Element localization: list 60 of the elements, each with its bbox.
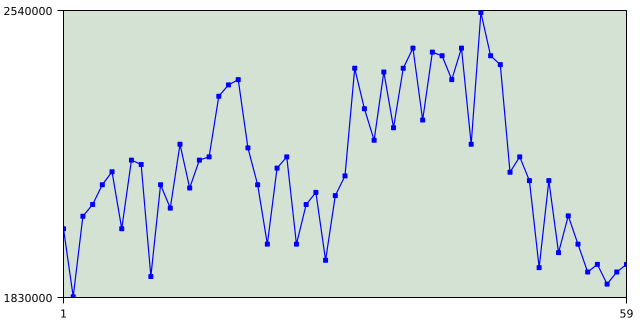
- point: [196, 158, 202, 163]
- y-tick-label: 2540000: [4, 5, 53, 18]
- point: [546, 178, 552, 184]
- point: [245, 145, 250, 150]
- point: [255, 182, 260, 188]
- point: [138, 162, 144, 168]
- point: [498, 62, 503, 68]
- point: [458, 46, 464, 51]
- point: [566, 213, 571, 218]
- point: [284, 154, 290, 160]
- point: [313, 190, 318, 195]
- point: [342, 173, 348, 178]
- point: [148, 274, 154, 279]
- point: [604, 282, 610, 287]
- point: [110, 169, 115, 174]
- point: [420, 118, 426, 123]
- point: [536, 265, 542, 270]
- point: [575, 242, 580, 247]
- point: [410, 46, 416, 51]
- point: [304, 202, 309, 208]
- point: [236, 77, 241, 82]
- point: [517, 154, 522, 160]
- point: [206, 154, 212, 160]
- point: [362, 106, 367, 112]
- point: [468, 142, 474, 147]
- x-tick-label: 59: [620, 308, 634, 320]
- point: [274, 166, 280, 171]
- point: [100, 182, 105, 188]
- x-tick-label: 1: [60, 308, 67, 320]
- point: [226, 82, 232, 88]
- point: [372, 138, 377, 143]
- point: [449, 77, 454, 82]
- point: [614, 270, 620, 275]
- point: [216, 94, 222, 99]
- point: [440, 53, 445, 58]
- point: [400, 66, 406, 71]
- point: [556, 250, 562, 256]
- point: [352, 66, 358, 71]
- point: [332, 193, 338, 198]
- point: [508, 170, 513, 175]
- point: [488, 53, 494, 58]
- point: [391, 125, 396, 130]
- point: [594, 262, 600, 267]
- point: [158, 182, 164, 188]
- point: [264, 242, 270, 247]
- point: [381, 69, 386, 74]
- point: [294, 242, 299, 247]
- point: [128, 158, 134, 163]
- point: [430, 50, 435, 55]
- point: [478, 10, 484, 16]
- point: [177, 142, 182, 147]
- point: [119, 226, 124, 232]
- point: [526, 178, 532, 184]
- point: [323, 258, 328, 263]
- point: [168, 206, 173, 211]
- point: [90, 202, 96, 208]
- point: [187, 185, 192, 190]
- y-tick-label: 1830000: [4, 292, 53, 305]
- point: [80, 214, 86, 219]
- point: [585, 270, 590, 275]
